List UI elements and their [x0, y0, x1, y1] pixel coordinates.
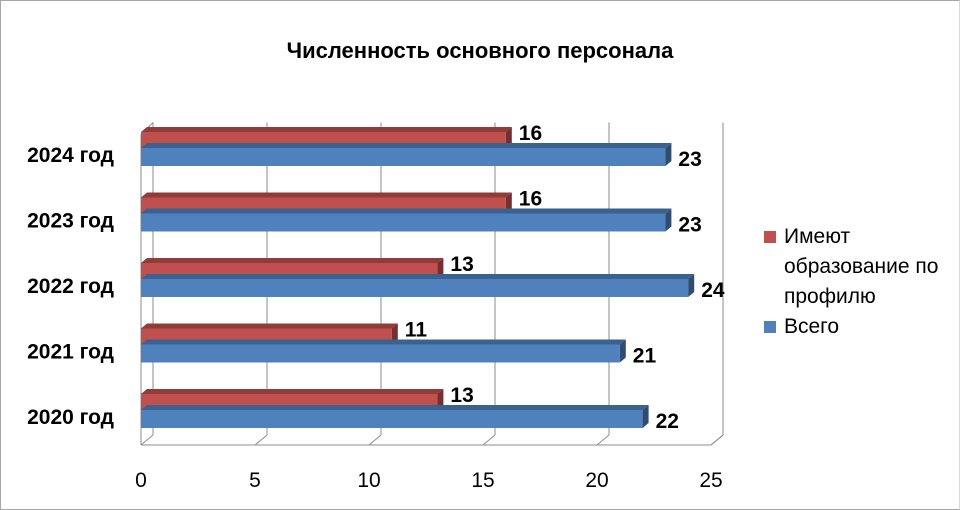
floor-tick-line	[368, 434, 382, 446]
bar-top-total	[141, 339, 626, 345]
bar-total	[141, 410, 643, 428]
bar-total	[141, 213, 666, 232]
y-tick-label: 2023 год	[27, 210, 114, 233]
data-label: 22	[656, 410, 679, 433]
bar-top-total	[141, 143, 672, 148]
bar-total	[141, 279, 689, 297]
legend-item-profile: Имеют образование по профилю	[762, 222, 958, 312]
floor-tick-line	[140, 434, 154, 446]
data-label: 13	[450, 253, 473, 276]
data-label: 21	[633, 345, 657, 368]
x-tick-label: 20	[585, 469, 608, 492]
x-tick-label: 25	[699, 469, 722, 492]
data-label: 23	[678, 214, 701, 237]
bar-side-total	[665, 143, 672, 166]
bar-top-profile	[141, 127, 512, 132]
bar-top-profile	[141, 258, 444, 263]
data-label: 24	[701, 279, 725, 302]
data-label: 23	[678, 148, 701, 171]
bar-side-total	[688, 274, 695, 297]
x-tick-label: 10	[357, 469, 380, 492]
bar-side-total	[665, 208, 672, 232]
legend-item-total: Всего	[762, 312, 958, 342]
x-tick-label: 5	[249, 469, 261, 492]
bar-top-total	[141, 405, 649, 410]
bar-top-profile	[141, 323, 398, 329]
bar-side-total	[642, 405, 649, 428]
bar-top-profile	[141, 192, 512, 198]
bar-total	[141, 344, 620, 363]
x-tick-label: 15	[471, 469, 494, 492]
y-tick-label: 2022 год	[27, 275, 114, 298]
data-label: 13	[450, 384, 473, 407]
legend-swatch-profile	[764, 231, 776, 243]
chart-title: Численность основного персонала	[286, 38, 674, 63]
bar-top-total	[141, 208, 672, 214]
y-tick-label: 2024 год	[27, 144, 114, 167]
bar-top-total	[141, 274, 695, 279]
data-label: 11	[405, 319, 428, 342]
data-label: 16	[519, 122, 542, 145]
x-tick-label: 0	[135, 469, 147, 492]
legend-label-total: Всего	[784, 315, 840, 338]
y-tick-label: 2021 год	[27, 341, 114, 364]
legend-swatch-total	[764, 321, 776, 333]
legend-label-profile: Имеют образование по профилю	[784, 225, 939, 308]
floor-tick-line	[254, 434, 268, 446]
floor-right	[710, 434, 724, 446]
floor-tick-line	[596, 434, 610, 446]
data-label: 16	[519, 188, 542, 211]
bar-top-profile	[141, 389, 444, 394]
floor-tick-line	[482, 434, 496, 446]
bar-side-total	[619, 339, 626, 363]
y-tick-label: 2020 год	[27, 406, 114, 429]
bar-total	[141, 148, 666, 166]
legend: Имеют образование по профилю Всего	[762, 222, 958, 342]
